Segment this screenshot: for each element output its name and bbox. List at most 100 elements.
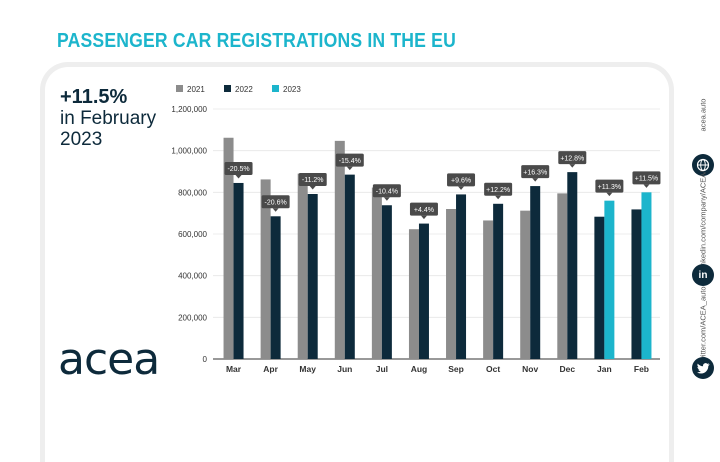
y-tick-label: 200,000: [178, 313, 207, 322]
y-tick-label: 1,200,000: [171, 105, 207, 114]
legend-swatch-2023: [272, 85, 279, 92]
annotation-label: -11.2%: [302, 177, 324, 184]
bar-mar-2021: [223, 137, 234, 359]
bar-apr-2022: [270, 216, 281, 359]
bar-oct-2022: [493, 203, 504, 359]
bar-chart: 0 200,000 400,000 600,000 800,000 1,000,000 1,…: [171, 85, 661, 374]
annotation-pointer: [235, 174, 242, 179]
bar-mar-2022: [233, 182, 244, 359]
bar-may-2022: [307, 194, 318, 359]
annotation-box: [409, 202, 438, 216]
bar-jan-2023: [604, 200, 615, 359]
bar-feb-2022: [631, 209, 642, 359]
legend-swatch-2022: [224, 85, 231, 92]
annotation-pointer: [495, 195, 502, 200]
x-tick-label: Sep: [448, 364, 464, 374]
x-tick-label: Oct: [486, 364, 500, 374]
y-tick-label: 600,000: [178, 230, 207, 239]
annotation-pointer: [643, 184, 650, 188]
bar-dec-2022: [567, 172, 578, 359]
bar-may-2021: [297, 173, 308, 359]
x-tick-label: May: [299, 364, 316, 374]
annotation-pointer: [309, 186, 316, 190]
x-tick-label: Aug: [411, 364, 428, 374]
x-tick-label: Jun: [337, 364, 352, 374]
bar-apr-2021: [260, 179, 271, 359]
legend-label-2022: 2022: [235, 85, 253, 94]
bar-jun-2021: [334, 140, 345, 359]
y-tick-label: 1,000,000: [171, 147, 207, 156]
twitter-text[interactable]: twitter.com/ACEA_auto: [698, 286, 708, 364]
annotation-label: +12.2%: [486, 187, 510, 194]
annotation-pointer: [383, 197, 390, 201]
bar-jun-2022: [344, 174, 355, 359]
annotation-label: -20.5%: [227, 166, 249, 173]
bar-dec-2021: [557, 193, 568, 359]
bar-sep-2021: [446, 209, 457, 359]
linkedin-text[interactable]: linkedin.com/company/ACEA/: [698, 170, 708, 270]
x-tick-label: Apr: [263, 364, 278, 374]
annotation-pointer: [272, 208, 279, 212]
bar-sep-2022: [456, 194, 467, 359]
bar-feb-2023: [641, 192, 652, 359]
annotation-box: [484, 182, 513, 196]
annotation-box: [298, 173, 327, 186]
kpi-block: +11.5% in February 2023: [60, 86, 156, 150]
bar-aug-2022: [418, 223, 429, 359]
annotation-label: +11.5%: [635, 176, 658, 183]
legend-label-2023: 2023: [283, 85, 301, 94]
y-tick-label: 800,000: [178, 188, 207, 197]
linkedin-icon[interactable]: in: [692, 264, 714, 286]
x-tick-label: Feb: [634, 364, 649, 374]
y-tick-label: 0: [203, 355, 208, 364]
legend-label-2021: 2021: [187, 85, 205, 94]
annotation-pointer: [569, 164, 576, 168]
kpi-line-1: in February: [60, 108, 157, 129]
kpi-line-2: 2023: [60, 129, 103, 150]
annotation-label: +16.3%: [523, 169, 547, 176]
annotation-label: -20.6%: [265, 199, 287, 206]
x-tick-label: Nov: [522, 364, 538, 374]
y-tick-label: 400,000: [178, 272, 207, 281]
bar-jan-2022: [594, 216, 605, 359]
x-tick-label: Mar: [226, 364, 242, 374]
annotation-box: [558, 151, 587, 165]
bar-oct-2021: [483, 220, 494, 359]
social-rail: acea.auto linkedin.com/company/ACEA/ in …: [686, 0, 720, 405]
x-tick-label: Jul: [376, 364, 388, 374]
x-tick-label: Dec: [559, 364, 575, 374]
annotation-box: [632, 171, 661, 185]
annotation-pointer: [346, 166, 353, 171]
annotation-pointer: [458, 186, 465, 190]
annotation-label: +12.8%: [560, 155, 584, 162]
acea-logo: acea: [58, 334, 160, 385]
kpi-value: +11.5%: [60, 86, 128, 108]
bar-aug-2021: [408, 229, 419, 359]
annotation-box: [335, 153, 364, 167]
bar-nov-2021: [520, 210, 531, 359]
annotation-label: -15.4%: [339, 158, 361, 165]
annotation-label: +9.6%: [451, 178, 471, 185]
page-title: PASSENGER CAR REGISTRATIONS IN THE EU: [57, 30, 456, 52]
annotation-box: [521, 165, 550, 179]
annotation-box: [261, 195, 290, 209]
site-text[interactable]: acea.auto: [698, 98, 708, 132]
bar-jul-2022: [381, 205, 392, 359]
annotation-box: [224, 161, 253, 175]
bar-jul-2021: [371, 187, 382, 359]
chart-panel: [40, 62, 674, 462]
twitter-icon[interactable]: [692, 357, 714, 379]
annotation-label: -10.4%: [376, 188, 398, 195]
globe-icon[interactable]: [692, 154, 714, 176]
annotation-label: +11.3%: [598, 184, 621, 191]
annotation-box: [447, 173, 476, 187]
x-tick-label: Jan: [597, 364, 612, 374]
annotation-pointer: [420, 215, 427, 220]
annotation-pointer: [606, 192, 613, 197]
annotation-box: [372, 184, 401, 198]
legend-swatch-2021: [176, 85, 183, 92]
annotation-box: [595, 179, 624, 193]
annotation-label: +4.4%: [414, 207, 434, 214]
annotation-pointer: [532, 178, 539, 182]
bar-nov-2022: [530, 186, 541, 359]
